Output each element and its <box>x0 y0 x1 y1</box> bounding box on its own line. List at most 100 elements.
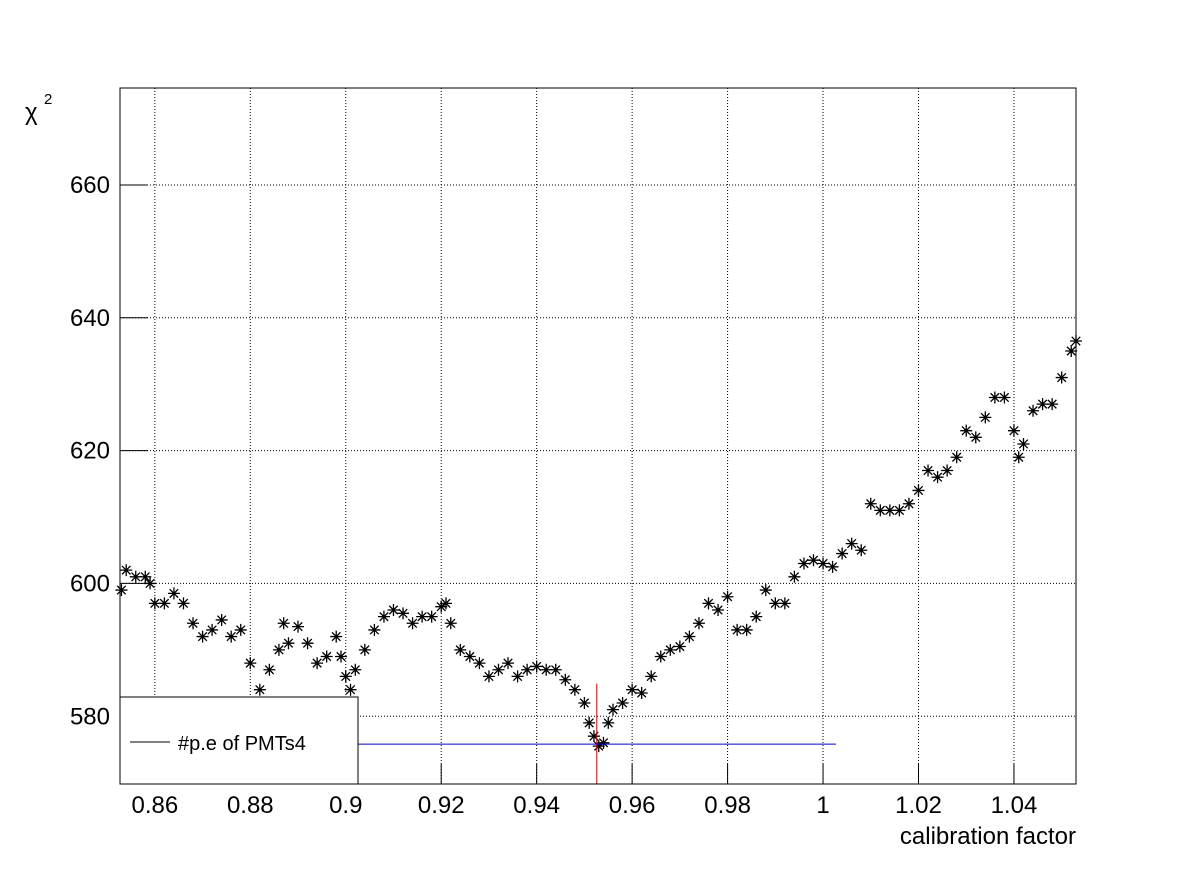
point <box>559 673 572 686</box>
point <box>778 597 791 610</box>
point <box>597 736 610 749</box>
point <box>902 497 915 510</box>
point <box>602 716 615 729</box>
point <box>311 657 324 670</box>
point <box>277 617 290 630</box>
point <box>549 663 562 676</box>
point <box>463 650 476 663</box>
y-axis-label: χ <box>25 99 38 126</box>
point <box>115 584 128 597</box>
point <box>1012 451 1025 464</box>
point <box>1046 398 1059 411</box>
point <box>1055 371 1068 384</box>
point <box>568 683 581 696</box>
legend: #p.e of PMTs4 <box>119 696 359 785</box>
point <box>1017 437 1030 450</box>
point <box>344 683 357 696</box>
point <box>1065 344 1078 357</box>
point <box>454 643 467 656</box>
x-tick-label: 1 <box>816 792 829 819</box>
point <box>139 570 152 583</box>
x-tick-label: 0.92 <box>418 792 465 819</box>
point <box>234 623 247 636</box>
point <box>120 564 133 577</box>
point <box>1036 398 1049 411</box>
point <box>144 577 157 590</box>
point <box>1007 424 1020 437</box>
plot-frame <box>119 87 1077 785</box>
point <box>969 431 982 444</box>
y-tick-label: 660 <box>70 172 110 199</box>
x-tick-label: 0.96 <box>609 792 656 819</box>
point <box>425 610 438 623</box>
point <box>320 650 333 663</box>
x-axis-label: calibration factor <box>900 823 1076 850</box>
point <box>855 544 868 557</box>
point <box>206 623 219 636</box>
point <box>301 637 314 650</box>
point <box>521 663 534 676</box>
point <box>253 683 266 696</box>
point <box>444 617 457 630</box>
point <box>482 670 495 683</box>
point <box>416 610 429 623</box>
legend-label: #p.e of PMTs4 <box>178 733 306 755</box>
point <box>473 657 486 670</box>
point <box>397 607 410 620</box>
point <box>439 597 452 610</box>
point <box>692 617 705 630</box>
point <box>683 630 696 643</box>
x-tick-label: 0.86 <box>131 792 178 819</box>
point <box>167 587 180 600</box>
point <box>635 687 648 700</box>
point <box>129 570 142 583</box>
point <box>148 597 161 610</box>
point <box>334 650 347 663</box>
point <box>883 504 896 517</box>
x-tick-label: 1.04 <box>991 792 1038 819</box>
x-tick-label: 0.88 <box>227 792 274 819</box>
x-tick-label: 1.02 <box>895 792 942 819</box>
point <box>349 663 362 676</box>
point <box>673 640 686 653</box>
point <box>177 597 190 610</box>
y-tick-label: 620 <box>70 438 110 465</box>
point <box>836 547 849 560</box>
point <box>330 630 343 643</box>
point <box>759 584 772 597</box>
point <box>960 424 973 437</box>
y-axis-label-superscript: 2 <box>44 91 52 108</box>
point <box>492 663 505 676</box>
point <box>530 660 543 673</box>
point <box>406 617 419 630</box>
point <box>931 471 944 484</box>
point <box>769 597 782 610</box>
point <box>950 451 963 464</box>
x-tick-label: 0.9 <box>329 792 362 819</box>
point <box>654 650 667 663</box>
point <box>740 623 753 636</box>
point <box>979 411 992 424</box>
point <box>998 391 1011 404</box>
point <box>845 537 858 550</box>
point <box>922 464 935 477</box>
point <box>712 604 725 616</box>
point <box>282 637 295 650</box>
point <box>664 643 677 656</box>
point <box>797 557 810 570</box>
point <box>292 620 305 633</box>
point <box>196 630 209 643</box>
point <box>377 610 390 623</box>
y-tick-label: 640 <box>70 305 110 332</box>
x-tick-label: 0.98 <box>704 792 751 819</box>
point <box>626 683 639 696</box>
point <box>587 730 600 743</box>
point <box>272 643 285 656</box>
point <box>578 696 591 709</box>
point <box>215 613 228 626</box>
point <box>244 657 257 670</box>
point <box>187 617 200 630</box>
point <box>540 663 553 676</box>
point <box>339 670 352 683</box>
